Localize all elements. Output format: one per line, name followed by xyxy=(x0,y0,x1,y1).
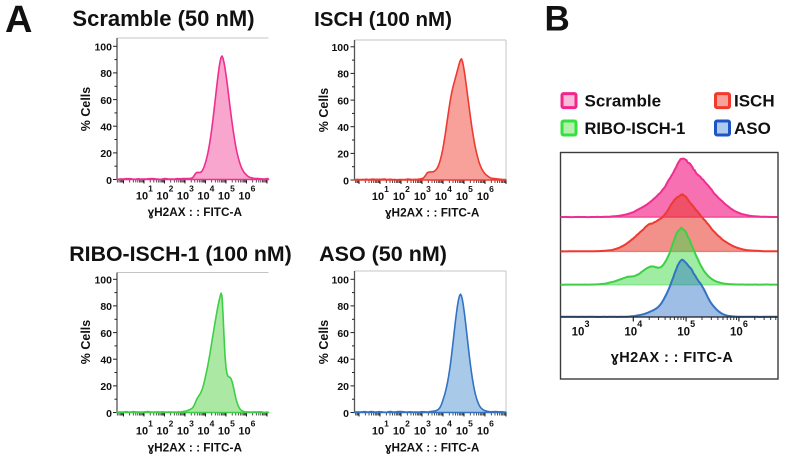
svg-text:80: 80 xyxy=(100,301,112,313)
svg-text:% Cells: % Cells xyxy=(317,320,331,365)
svg-text:5: 5 xyxy=(230,184,235,194)
svg-text:40: 40 xyxy=(100,354,112,366)
svg-text:100: 100 xyxy=(331,275,349,287)
svg-text:20: 20 xyxy=(337,149,349,161)
svg-text:10: 10 xyxy=(218,425,230,437)
svg-text:4: 4 xyxy=(210,184,215,194)
svg-text:40: 40 xyxy=(337,354,349,366)
svg-text:3: 3 xyxy=(426,418,431,428)
svg-text:60: 60 xyxy=(337,95,349,107)
svg-text:% Cells: % Cells xyxy=(79,320,93,365)
svg-text:ɣH2AX : : FITC-A: ɣH2AX : : FITC-A xyxy=(611,350,734,366)
svg-text:10: 10 xyxy=(177,191,189,203)
svg-text:100: 100 xyxy=(94,275,112,287)
svg-text:A: A xyxy=(5,0,32,41)
svg-text:3: 3 xyxy=(584,319,589,329)
svg-text:6: 6 xyxy=(743,319,748,329)
svg-text:0: 0 xyxy=(106,408,112,420)
svg-text:10: 10 xyxy=(156,191,168,203)
svg-text:10: 10 xyxy=(572,327,585,339)
svg-text:ɣH2AX : : FITC-A: ɣH2AX : : FITC-A xyxy=(385,441,480,455)
svg-text:ISCH (100 nM): ISCH (100 nM) xyxy=(314,8,452,31)
svg-text:% Cells: % Cells xyxy=(79,87,93,132)
svg-text:80: 80 xyxy=(337,301,349,313)
svg-text:2: 2 xyxy=(169,184,174,194)
svg-text:1: 1 xyxy=(384,184,389,194)
svg-text:10: 10 xyxy=(414,425,426,437)
svg-text:4: 4 xyxy=(447,418,452,428)
svg-text:B: B xyxy=(545,0,570,39)
svg-text:4: 4 xyxy=(637,319,642,329)
svg-text:10: 10 xyxy=(136,425,148,437)
svg-text:100: 100 xyxy=(94,42,112,54)
svg-text:ɣH2AX : : FITC-A: ɣH2AX : : FITC-A xyxy=(148,441,243,455)
svg-text:ISCH: ISCH xyxy=(734,92,775,111)
svg-text:3: 3 xyxy=(189,184,194,194)
svg-text:10: 10 xyxy=(238,191,250,203)
svg-text:10: 10 xyxy=(156,425,168,437)
svg-text:60: 60 xyxy=(100,328,112,340)
svg-text:10: 10 xyxy=(136,191,148,203)
svg-text:20: 20 xyxy=(100,381,112,393)
svg-text:10: 10 xyxy=(730,327,743,339)
svg-text:RIBO-ISCH-1: RIBO-ISCH-1 xyxy=(585,120,686,138)
svg-text:60: 60 xyxy=(337,328,349,340)
svg-text:ɣH2AX : : FITC-A: ɣH2AX : : FITC-A xyxy=(385,206,480,220)
svg-text:20: 20 xyxy=(100,148,112,160)
svg-text:ASO: ASO xyxy=(734,119,771,138)
svg-text:RIBO-ISCH-1 (100 nM): RIBO-ISCH-1 (100 nM) xyxy=(69,242,291,266)
svg-text:Scramble: Scramble xyxy=(585,92,662,111)
svg-text:3: 3 xyxy=(426,184,431,194)
svg-text:10: 10 xyxy=(197,191,209,203)
svg-text:100: 100 xyxy=(331,42,349,54)
svg-text:ASO (50 nM): ASO (50 nM) xyxy=(319,242,447,266)
svg-text:20: 20 xyxy=(337,381,349,393)
svg-text:10: 10 xyxy=(372,191,384,203)
svg-text:1: 1 xyxy=(148,184,153,194)
svg-text:Scramble (50 nM): Scramble (50 nM) xyxy=(72,6,254,31)
svg-text:10: 10 xyxy=(393,425,405,437)
svg-text:10: 10 xyxy=(393,191,405,203)
svg-text:6: 6 xyxy=(489,418,494,428)
svg-text:0: 0 xyxy=(343,175,349,187)
svg-text:0: 0 xyxy=(343,408,349,420)
svg-text:% Cells: % Cells xyxy=(317,88,331,133)
svg-text:ɣH2AX : : FITC-A: ɣH2AX : : FITC-A xyxy=(148,205,243,219)
svg-text:80: 80 xyxy=(337,69,349,81)
svg-text:0: 0 xyxy=(106,175,112,187)
svg-text:10: 10 xyxy=(218,191,230,203)
svg-text:10: 10 xyxy=(435,191,447,203)
svg-text:10: 10 xyxy=(177,425,189,437)
svg-text:10: 10 xyxy=(477,425,489,437)
svg-text:4: 4 xyxy=(210,418,215,428)
svg-text:10: 10 xyxy=(372,425,384,437)
svg-text:5: 5 xyxy=(690,319,695,329)
svg-text:4: 4 xyxy=(447,184,452,194)
svg-text:5: 5 xyxy=(468,184,473,194)
svg-text:6: 6 xyxy=(251,184,256,194)
svg-text:5: 5 xyxy=(468,418,473,428)
svg-text:10: 10 xyxy=(456,425,468,437)
svg-text:40: 40 xyxy=(337,122,349,134)
svg-text:80: 80 xyxy=(100,68,112,80)
svg-text:5: 5 xyxy=(230,418,235,428)
svg-text:10: 10 xyxy=(197,425,209,437)
svg-text:2: 2 xyxy=(169,418,174,428)
svg-text:10: 10 xyxy=(477,191,489,203)
svg-text:6: 6 xyxy=(489,184,494,194)
svg-text:3: 3 xyxy=(189,418,194,428)
svg-text:40: 40 xyxy=(100,121,112,133)
svg-text:60: 60 xyxy=(100,95,112,107)
svg-text:1: 1 xyxy=(384,418,389,428)
svg-text:10: 10 xyxy=(624,327,637,339)
svg-text:6: 6 xyxy=(251,418,256,428)
svg-text:10: 10 xyxy=(456,191,468,203)
svg-text:10: 10 xyxy=(414,191,426,203)
svg-text:10: 10 xyxy=(238,425,250,437)
svg-text:1: 1 xyxy=(148,418,153,428)
svg-text:10: 10 xyxy=(677,327,690,339)
svg-text:2: 2 xyxy=(405,184,410,194)
svg-text:10: 10 xyxy=(435,425,447,437)
svg-text:2: 2 xyxy=(405,418,410,428)
